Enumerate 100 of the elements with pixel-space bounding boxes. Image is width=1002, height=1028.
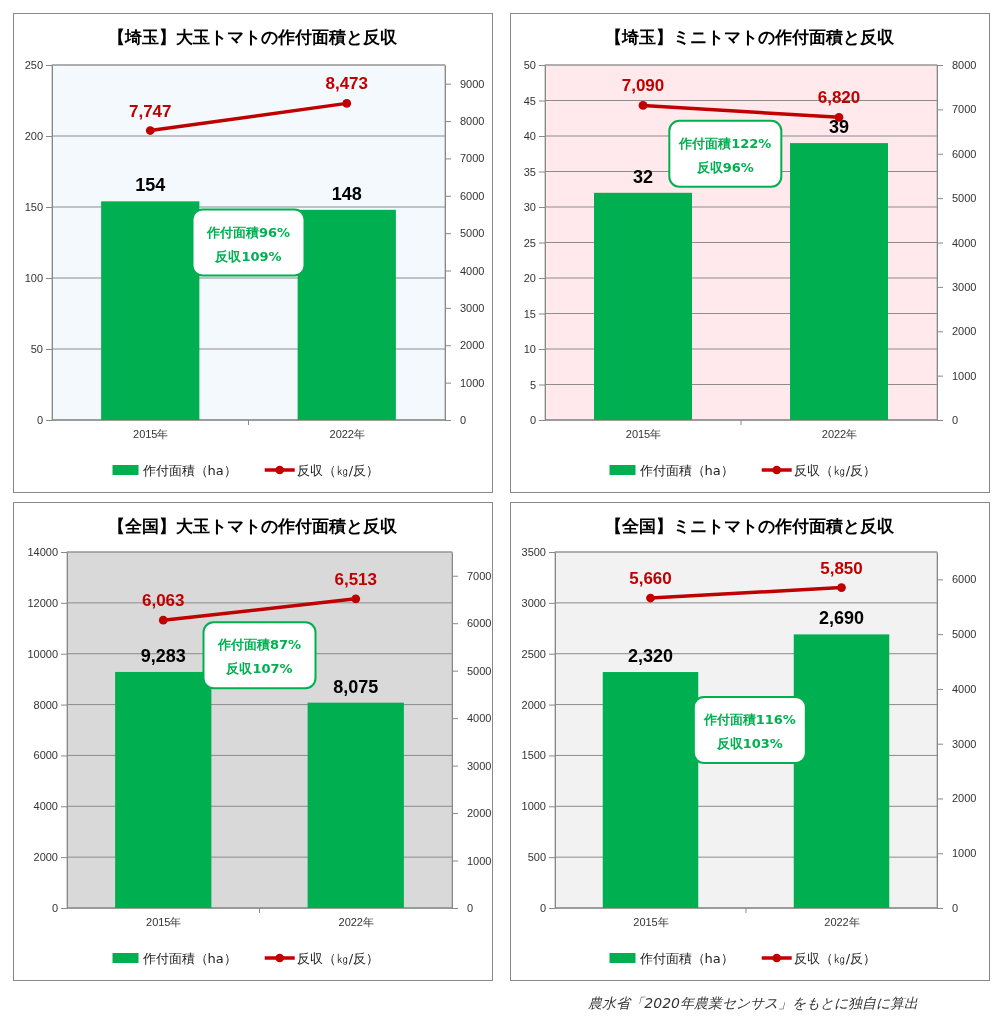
data-label: 8,075 <box>333 676 379 697</box>
y2-tick-label: 3000 <box>952 737 977 750</box>
y2-tick-label: 3000 <box>467 759 492 772</box>
data-label: 154 <box>135 175 166 196</box>
y-tick-label: 5 <box>529 378 536 391</box>
y2-tick-label: 4000 <box>952 236 977 249</box>
y-tick-label: 0 <box>51 902 58 915</box>
y-tick-label: 2000 <box>521 698 546 711</box>
x-tick-label: 2015年 <box>146 916 182 929</box>
legend-label: 反収（㎏/反） <box>793 951 877 966</box>
y2-tick-label: 9000 <box>460 77 485 90</box>
y-tick-label: 1000 <box>521 800 546 813</box>
legend-label: 反収（㎏/反） <box>296 463 380 478</box>
y-tick-label: 20 <box>523 272 536 285</box>
y2-tick-label: 8000 <box>952 59 977 72</box>
y2-tick-label: 5000 <box>952 192 977 205</box>
y-tick-label: 1500 <box>521 749 546 762</box>
y2-tick-label: 5000 <box>952 628 977 641</box>
y-tick-label: 3500 <box>521 546 546 559</box>
y2-tick-label: 6000 <box>467 617 492 630</box>
text: 農水省「2020年農業センサス」をもとに独自に算出 <box>588 995 918 1011</box>
y-tick-label: 50 <box>30 343 43 356</box>
y-tick-label: 500 <box>527 851 546 864</box>
x-tick-label: 2015年 <box>133 428 169 441</box>
y-tick-label: 10000 <box>27 647 58 660</box>
y2-tick-label: 4000 <box>467 712 492 725</box>
y-tick-label: 2500 <box>521 647 546 660</box>
chart-title: 【全国】ミニトマトの作付面積と反収 <box>605 516 895 536</box>
x-tick-label: 2022年 <box>338 916 374 929</box>
data-label: 9,283 <box>140 645 186 666</box>
data-label: 5,850 <box>820 558 863 578</box>
y2-tick-label: 7000 <box>952 103 977 116</box>
annotation: 作付面積122% 反収96% <box>678 135 772 175</box>
y-tick-label: 12000 <box>27 596 58 609</box>
data-label: 7,747 <box>128 101 172 121</box>
chart-title: 【埼玉】大玉トマトの作付面積と反収 <box>108 27 398 47</box>
data-label: 6,820 <box>817 88 861 108</box>
legend-label: 反収（㎏/反） <box>296 951 380 966</box>
y2-tick-label: 6000 <box>952 573 977 586</box>
x-tick-label: 2022年 <box>821 428 858 441</box>
data-label: 148 <box>331 183 362 204</box>
y-tick-label: 0 <box>539 902 546 915</box>
y2-tick-label: 2000 <box>460 339 485 352</box>
y2-tick-label: 2000 <box>467 807 492 820</box>
y-tick-label: 14000 <box>27 546 58 559</box>
x-tick-label: 2015年 <box>633 916 669 929</box>
y2-tick-label: 1000 <box>467 854 492 867</box>
y2-tick-label: 0 <box>460 414 467 427</box>
y-tick-label: 100 <box>24 272 43 285</box>
annotation: 作付面積87% 反収107% <box>216 637 302 677</box>
y2-tick-label: 6000 <box>952 147 977 160</box>
y2-tick-label: 1000 <box>952 847 977 860</box>
data-label: 32 <box>632 166 654 187</box>
y-tick-label: 6000 <box>33 749 58 762</box>
y-tick-label: 40 <box>523 130 536 143</box>
chart-title: 【埼玉】ミニトマトの作付面積と反収 <box>605 27 895 47</box>
y2-tick-label: 5000 <box>460 227 485 240</box>
y-tick-label: 10 <box>523 343 536 356</box>
y-tick-label: 50 <box>523 59 536 72</box>
y-tick-label: 25 <box>523 236 536 249</box>
y2-tick-label: 3000 <box>460 301 485 314</box>
y2-tick-label: 1000 <box>952 369 977 382</box>
legend-label: 作付面積（ha） <box>141 951 237 966</box>
y2-tick-label: 4000 <box>460 264 485 277</box>
data-label: 6,063 <box>141 591 185 611</box>
y-tick-label: 45 <box>523 94 536 107</box>
y2-tick-label: 7000 <box>460 152 485 165</box>
data-label: 7,090 <box>621 76 665 96</box>
data-label: 6,513 <box>334 569 378 589</box>
y2-tick-label: 3000 <box>952 280 977 293</box>
x-tick-label: 2022年 <box>329 428 365 441</box>
x-tick-label: 2015年 <box>625 428 662 441</box>
data-label: 2,320 <box>627 646 674 667</box>
data-label: 5,660 <box>629 569 672 589</box>
y2-tick-label: 8000 <box>460 115 485 128</box>
chart-title: 【全国】大玉トマトの作付面積と反収 <box>108 516 398 536</box>
data-label: 2,690 <box>818 608 865 629</box>
y-tick-label: 250 <box>24 59 43 72</box>
y2-tick-label: 7000 <box>467 569 492 582</box>
legend-label: 反収（㎏/反） <box>793 463 877 478</box>
data-label: 39 <box>828 117 850 138</box>
y-tick-label: 15 <box>523 307 536 320</box>
y2-tick-label: 2000 <box>952 792 977 805</box>
y2-tick-label: 0 <box>952 902 959 915</box>
y-tick-label: 3000 <box>521 596 546 609</box>
legend-label: 作付面積（ha） <box>638 463 734 478</box>
legend-label: 作付面積（ha） <box>141 463 237 478</box>
y-tick-label: 8000 <box>33 698 58 711</box>
legend-label: 作付面積（ha） <box>638 951 734 966</box>
annotation: 作付面積96% 反収109% <box>205 224 291 264</box>
y-tick-label: 200 <box>24 130 43 143</box>
y2-tick-label: 5000 <box>467 664 492 677</box>
y-tick-label: 4000 <box>33 800 58 813</box>
annotation: 作付面積116% 反収103% <box>702 712 796 751</box>
y2-tick-label: 1000 <box>460 376 485 389</box>
x-tick-label: 2022年 <box>824 916 860 929</box>
y-tick-label: 35 <box>523 165 536 178</box>
data-label: 8,473 <box>325 74 369 94</box>
y2-tick-label: 6000 <box>460 189 485 202</box>
y-tick-label: 0 <box>36 414 43 427</box>
